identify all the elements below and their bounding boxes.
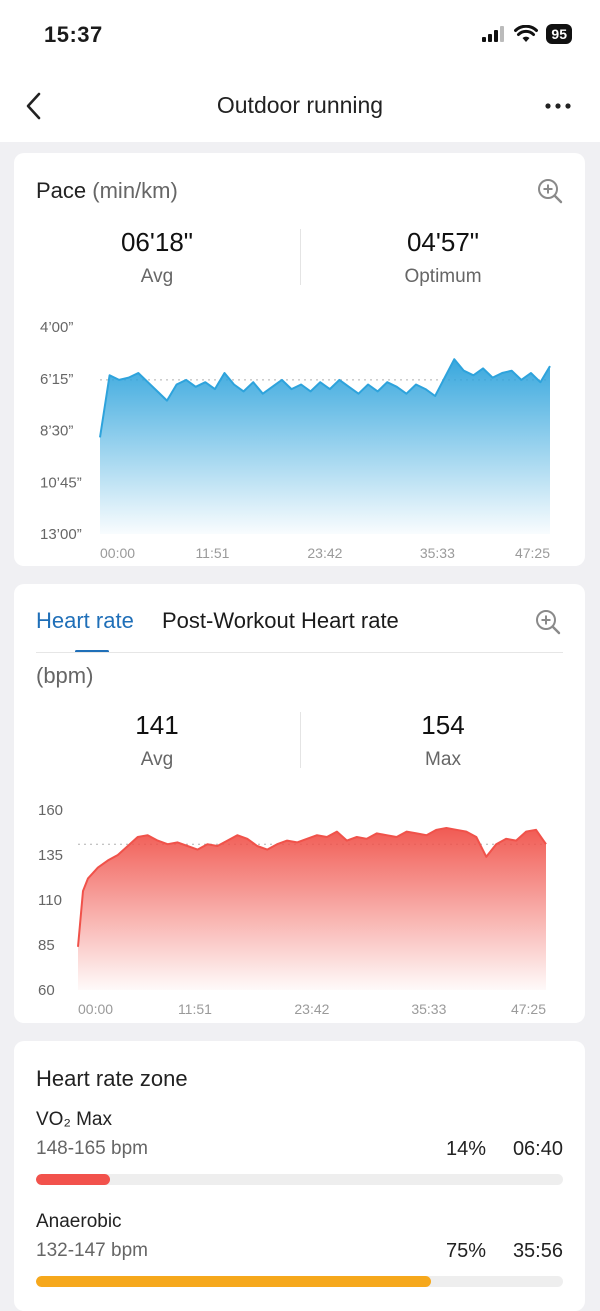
pace-title: Pace (min/km) xyxy=(36,178,178,204)
pace-chart: 4’00” 6’15” 8’30” 10’45” 13’00” 00:00 11:51 23:… xyxy=(40,319,551,561)
zone-range: 132-147 bpm xyxy=(36,1240,148,1261)
heart-rate-unit-label: (bpm) xyxy=(36,663,94,688)
active-tab-indicator xyxy=(75,650,109,653)
zone-time: 35:56 xyxy=(512,1240,563,1262)
y-tick-label: 8’30” xyxy=(40,423,73,440)
zone-time: 06:40 xyxy=(512,1138,563,1160)
pace-stat-divider xyxy=(300,229,301,285)
chevron-left-icon xyxy=(26,92,41,120)
tab-heart-rate[interactable]: Heart rate xyxy=(36,608,134,633)
heart-rate-zone-title: Heart rate zone xyxy=(36,1066,188,1091)
zone-percent: 75% xyxy=(446,1240,487,1262)
series-line xyxy=(77,827,547,947)
page-title: Outdoor running xyxy=(216,92,384,118)
zone-progress-fill xyxy=(36,1276,432,1287)
x-tick-label: 47:25 xyxy=(515,545,550,561)
wifi-icon xyxy=(514,25,539,42)
heart-rate-avg-value: 141 xyxy=(135,710,179,740)
heart-rate-unit: (bpm) xyxy=(36,663,93,689)
y-tick-label: 13’00” xyxy=(40,526,82,543)
status-bar: 15:37 95 xyxy=(0,0,600,70)
x-tick-label: 35:33 xyxy=(420,545,455,561)
series-area xyxy=(78,828,546,990)
x-tick-label: 00:00 xyxy=(78,1001,113,1017)
zone-name: VO₂ Max xyxy=(36,1109,112,1130)
y-tick-label: 85 xyxy=(38,937,55,954)
more-dots-icon xyxy=(545,103,571,109)
pace-optimum-label: Optimum xyxy=(404,266,482,287)
pace-avg-label: Avg xyxy=(140,266,174,287)
y-tick-label: 60 xyxy=(38,982,55,999)
x-tick-label: 00:00 xyxy=(100,545,135,561)
zone-range: 148-165 bpm xyxy=(36,1138,148,1159)
zone-percent: 14% xyxy=(446,1138,487,1160)
x-tick-label: 23:42 xyxy=(294,1001,329,1017)
heart-rate-card: Heart rate Post-Workout Heart rate (bpm)… xyxy=(14,584,585,1023)
x-tick-label: 11:51 xyxy=(195,545,229,561)
status-time: 15:37 xyxy=(44,22,103,47)
heart-rate-avg-label: Avg xyxy=(140,749,174,770)
x-tick-label: 11:51 xyxy=(178,1001,212,1017)
x-tick-label: 23:42 xyxy=(307,545,342,561)
y-tick-label: 110 xyxy=(38,892,62,909)
pace-zoom-button[interactable] xyxy=(536,177,564,205)
zoom-in-icon xyxy=(536,610,561,635)
tab-divider xyxy=(36,652,563,653)
navigation-bar: Outdoor running xyxy=(0,70,600,142)
heart-rate-avg-stat: 141 Avg xyxy=(14,710,300,771)
zone-progress-fill xyxy=(36,1174,110,1185)
y-tick-label: 6’15” xyxy=(40,371,73,388)
status-icons: 95 xyxy=(482,24,572,44)
pace-avg-value: 06'18" xyxy=(120,227,194,257)
heart-rate-chart: 160 135 110 85 60 00:00 11:51 23:42 35:33 47:25 xyxy=(38,802,547,1017)
y-tick-label: 4’00” xyxy=(40,319,73,336)
zone-name: Anaerobic xyxy=(36,1211,122,1232)
more-options-button[interactable] xyxy=(538,88,578,124)
y-tick-label: 160 xyxy=(38,802,63,819)
heart-rate-max-stat: 154 Max xyxy=(300,710,586,771)
pace-card: Pace (min/km) 06'18" Avg 04'57" Optimum … xyxy=(14,153,585,566)
pace-title-label: Pace xyxy=(36,178,87,203)
y-tick-label: 10’45” xyxy=(40,474,82,491)
heart-rate-max-label: Max xyxy=(425,749,461,770)
heart-rate-zone-card: Heart rate zone VO₂ Max 148-165 bpm 14% … xyxy=(14,1041,585,1311)
series-area xyxy=(100,359,550,534)
pace-optimum-stat: 04'57" Optimum xyxy=(300,227,586,288)
heart-rate-stat-divider xyxy=(300,712,301,768)
pace-avg-stat: 06'18" Avg xyxy=(14,227,300,288)
zone-progress-track xyxy=(36,1174,563,1185)
back-button[interactable] xyxy=(18,88,54,124)
battery-indicator: 95 xyxy=(546,24,572,44)
series-line xyxy=(99,358,551,438)
x-tick-label: 47:25 xyxy=(511,1001,546,1017)
zoom-in-icon xyxy=(538,179,563,204)
zone-progress-track xyxy=(36,1276,563,1287)
cellular-signal-icon xyxy=(482,26,505,42)
x-tick-label: 35:33 xyxy=(411,1001,446,1017)
pace-optimum-value: 04'57" xyxy=(406,227,480,257)
y-tick-label: 135 xyxy=(38,847,63,864)
tab-post-workout-heart-rate[interactable]: Post-Workout Heart rate xyxy=(162,608,399,633)
pace-unit: (min/km) xyxy=(92,178,178,203)
heart-rate-max-value: 154 xyxy=(421,710,465,740)
heart-rate-zoom-button[interactable] xyxy=(534,608,562,636)
